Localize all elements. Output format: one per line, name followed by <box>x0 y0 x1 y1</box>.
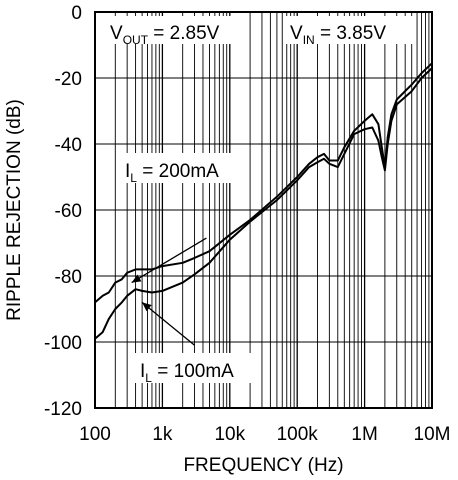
annotation-vin: VIN = 3.85V <box>290 23 386 47</box>
x-tick-label: 1M <box>351 424 377 445</box>
y-tick-label: -60 <box>55 201 82 222</box>
annotation-il100: IL = 100mA <box>140 361 234 385</box>
y-axis-label: RIPPLE REJECTION (dB) <box>4 99 25 321</box>
y-tick-label: -100 <box>44 333 82 354</box>
annotation-il200: IL = 200mA <box>125 161 219 185</box>
leader-layer <box>131 237 207 346</box>
x-axis-label: FREQUENCY (Hz) <box>183 455 343 476</box>
y-tick-label: -40 <box>55 135 82 156</box>
annotation-background <box>135 353 257 383</box>
x-tick-label: 10M <box>414 424 451 445</box>
annotation-layer: VOUT = 2.85V VIN = 3.85V IL = 200mA IL = 10… <box>110 23 386 385</box>
x-tick-label: 100 <box>79 424 111 445</box>
y-tick-label: -120 <box>44 399 82 420</box>
y-tick-label: 0 <box>71 3 82 24</box>
x-tick-label: 100k <box>277 424 319 445</box>
annotation-background <box>120 153 242 183</box>
x-tick-label: 10k <box>214 424 245 445</box>
plot-frame <box>94 11 433 409</box>
annotation-background <box>285 16 413 44</box>
y-tick-label: -80 <box>55 267 82 288</box>
series-layer <box>94 62 433 340</box>
y-tick-label: -20 <box>55 69 82 90</box>
leader-arrowhead <box>142 302 152 312</box>
leader-line <box>141 301 195 346</box>
leader-line <box>131 237 207 284</box>
x-tick-label: 1k <box>152 424 173 445</box>
tick-label-layer: 100 1k 10k 100k 1M 10M 0 -20 -40 -60 -80 -100 -120 <box>44 3 451 445</box>
leader-arrowhead <box>131 274 142 283</box>
grid-layer <box>94 11 433 409</box>
annotation-background <box>105 16 247 44</box>
annotation-vout: VOUT = 2.85V <box>110 23 220 47</box>
